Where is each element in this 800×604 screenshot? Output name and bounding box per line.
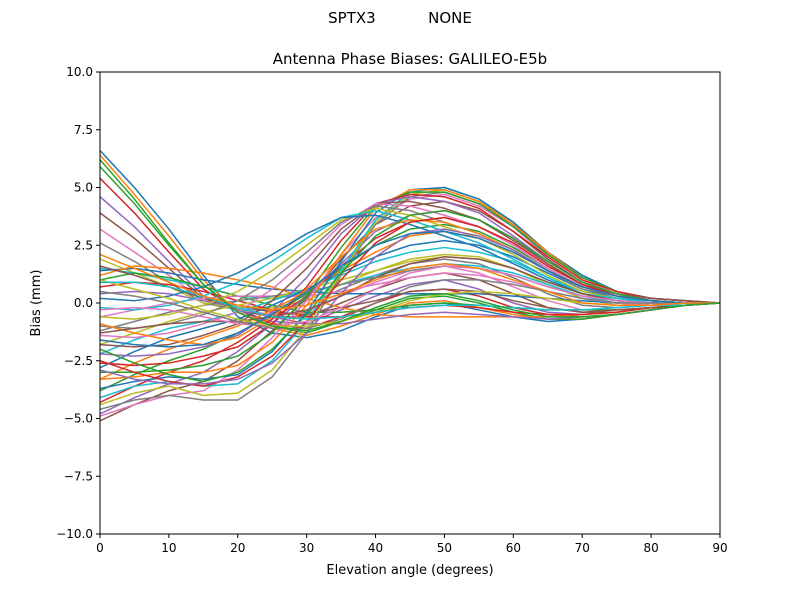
series-line-53: [100, 166, 720, 332]
x-tick-label: 70: [575, 541, 590, 555]
y-axis-label: Bias (mm): [29, 270, 44, 337]
y-tick-label: 0.0: [74, 296, 93, 310]
x-tick-label: 0: [96, 541, 104, 555]
x-tick-label: 50: [437, 541, 452, 555]
y-tick-label: −2.5: [64, 354, 93, 368]
y-tick-label: −10.0: [56, 527, 93, 541]
x-tick-label: 30: [299, 541, 314, 555]
y-tick-label: 7.5: [74, 123, 93, 137]
chart-title: Antenna Phase Biases: GALILEO-E5b: [273, 50, 547, 68]
series-line-43: [100, 209, 720, 383]
x-tick-label: 40: [368, 541, 383, 555]
series-line-48: [100, 279, 720, 330]
x-axis-label: Elevation angle (degrees): [326, 563, 493, 578]
y-tick-label: −7.5: [64, 469, 93, 483]
series-line-51: [100, 230, 720, 348]
series-line-36: [100, 200, 720, 348]
x-tick-label: 80: [643, 541, 658, 555]
figure-suptitle: SPTX3 NONE: [328, 9, 472, 27]
y-tick-label: −5.0: [64, 412, 93, 426]
x-tick-label: 10: [161, 541, 176, 555]
series-line-35: [100, 195, 720, 357]
x-axis: 0 10 20 30 40 50 60 70 80 90: [96, 534, 728, 555]
y-tick-label: 2.5: [74, 238, 93, 252]
series-line-34: [100, 193, 720, 367]
y-tick-label: 5.0: [74, 181, 93, 195]
series-layer: [100, 150, 720, 422]
x-tick-label: 20: [230, 541, 245, 555]
x-tick-label: 60: [506, 541, 521, 555]
y-tick-label: 10.0: [66, 65, 93, 79]
y-axis: −10.0 −7.5 −5.0 −2.5 0.0 2.5 5.0 7.5 10.0: [56, 65, 100, 541]
x-tick-label: 90: [712, 541, 727, 555]
series-line-52: [100, 253, 720, 311]
series-line-47: [100, 265, 720, 327]
